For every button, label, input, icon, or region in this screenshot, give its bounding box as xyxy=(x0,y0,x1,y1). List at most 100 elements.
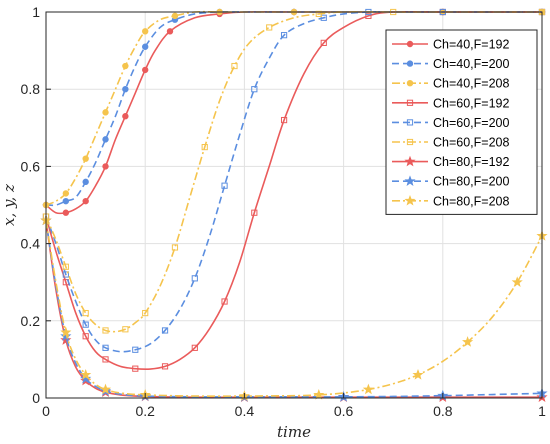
data-point xyxy=(191,275,198,282)
legend-label: Ch=80,F=200 xyxy=(433,175,509,189)
legend-label: Ch=60,F=200 xyxy=(433,116,509,130)
data-point xyxy=(102,356,109,363)
legend-marker xyxy=(406,119,414,126)
y-tick-label: 1 xyxy=(32,4,40,20)
data-point xyxy=(80,372,92,384)
legend-item: Ch=60,F=208 xyxy=(392,136,509,150)
data-point xyxy=(60,330,72,341)
axis-ticks: 0 0.2 0.4 0.6 0.8 1 0 0.2 0.4 0.6 0.8 1 xyxy=(21,4,547,419)
data-point xyxy=(315,10,322,18)
legend-label: Ch=80,F=208 xyxy=(433,194,509,208)
data-point xyxy=(62,190,70,197)
data-point xyxy=(102,327,109,334)
data-point xyxy=(141,43,149,50)
data-point xyxy=(313,389,325,400)
legend-item: Ch=60,F=192 xyxy=(392,96,509,110)
x-axis-label: time xyxy=(277,423,311,441)
x-tick-label: 0.8 xyxy=(433,403,453,419)
data-point xyxy=(320,14,327,21)
data-point xyxy=(280,116,288,124)
data-point xyxy=(191,344,198,351)
y-tick-label: 0 xyxy=(32,390,40,406)
data-point xyxy=(412,368,424,380)
data-point xyxy=(141,66,149,74)
legend-item: Ch=80,F=208 xyxy=(392,194,509,208)
legend-marker xyxy=(406,60,414,67)
data-point xyxy=(122,62,129,70)
data-point xyxy=(166,28,174,35)
legend-item: Ch=40,F=192 xyxy=(392,38,509,52)
data-point xyxy=(462,336,474,347)
x-tick-label: 0 xyxy=(42,403,50,419)
legend-item: Ch=80,F=200 xyxy=(392,175,509,189)
series-line xyxy=(45,11,542,207)
data-point xyxy=(171,244,179,251)
data-point xyxy=(80,368,92,380)
data-point xyxy=(511,276,523,287)
data-point xyxy=(82,178,89,186)
legend-item: Ch=80,F=192 xyxy=(392,155,509,169)
series-line xyxy=(45,11,542,353)
data-point xyxy=(82,155,89,162)
data-point xyxy=(62,271,69,278)
data-point xyxy=(82,309,89,317)
data-point xyxy=(171,12,179,20)
legend-item: Ch=60,F=200 xyxy=(392,116,509,130)
series-line xyxy=(45,220,543,397)
data-point xyxy=(280,32,288,39)
data-point xyxy=(60,334,72,345)
data-point xyxy=(365,12,372,19)
x-tick-label: 0.6 xyxy=(334,403,354,419)
data-point xyxy=(161,363,169,370)
legend-item: Ch=40,F=200 xyxy=(392,57,509,71)
data-point xyxy=(132,365,139,372)
legend-label: Ch=40,F=208 xyxy=(433,77,509,91)
series-line xyxy=(45,10,542,206)
series-Ch=80,F=208 xyxy=(40,214,548,401)
data-point xyxy=(62,197,70,205)
data-point xyxy=(251,209,258,216)
legend-marker xyxy=(406,40,414,48)
legend-marker xyxy=(406,99,414,106)
y-axis-label: x, y, z xyxy=(0,184,18,226)
data-point xyxy=(102,344,109,351)
legend: Ch=40,F=192 Ch=40,F=200 Ch=40,F=208 Ch=60,F… xyxy=(385,29,538,215)
legend-marker xyxy=(404,175,416,186)
legend-label: Ch=60,F=192 xyxy=(433,96,509,110)
data-point xyxy=(231,62,238,70)
y-tick-label: 0.6 xyxy=(21,158,41,174)
legend-label: Ch=40,F=200 xyxy=(433,57,509,71)
legend-item: Ch=40,F=208 xyxy=(392,77,509,91)
data-point xyxy=(201,144,208,151)
data-point xyxy=(141,28,149,35)
data-point xyxy=(82,197,89,205)
data-point xyxy=(62,209,70,216)
y-tick-label: 0.2 xyxy=(21,313,41,329)
legend-marker xyxy=(406,79,414,87)
data-point xyxy=(122,326,129,333)
data-point xyxy=(82,321,89,328)
x-tick-label: 0.2 xyxy=(135,403,155,419)
data-point xyxy=(99,383,112,395)
data-point xyxy=(132,346,139,353)
data-point xyxy=(122,113,129,120)
plot-frame xyxy=(45,11,543,399)
y-tick-label: 0.4 xyxy=(21,236,41,252)
data-point xyxy=(161,327,169,334)
series-line xyxy=(45,11,542,333)
x-tick-label: 0.4 xyxy=(235,403,255,419)
legend-marker xyxy=(404,155,416,167)
legend-marker xyxy=(404,194,416,206)
data-point xyxy=(251,86,258,93)
legend-label: Ch=40,F=192 xyxy=(433,38,509,52)
data-point xyxy=(102,163,109,170)
data-point xyxy=(102,109,109,116)
data-point xyxy=(60,326,72,338)
data-point xyxy=(142,309,149,317)
legend-label: Ch=80,F=192 xyxy=(433,155,509,169)
data-point xyxy=(266,24,273,31)
legend-marker xyxy=(406,138,414,146)
y-tick-label: 0.8 xyxy=(21,81,41,97)
series-line xyxy=(45,220,543,398)
